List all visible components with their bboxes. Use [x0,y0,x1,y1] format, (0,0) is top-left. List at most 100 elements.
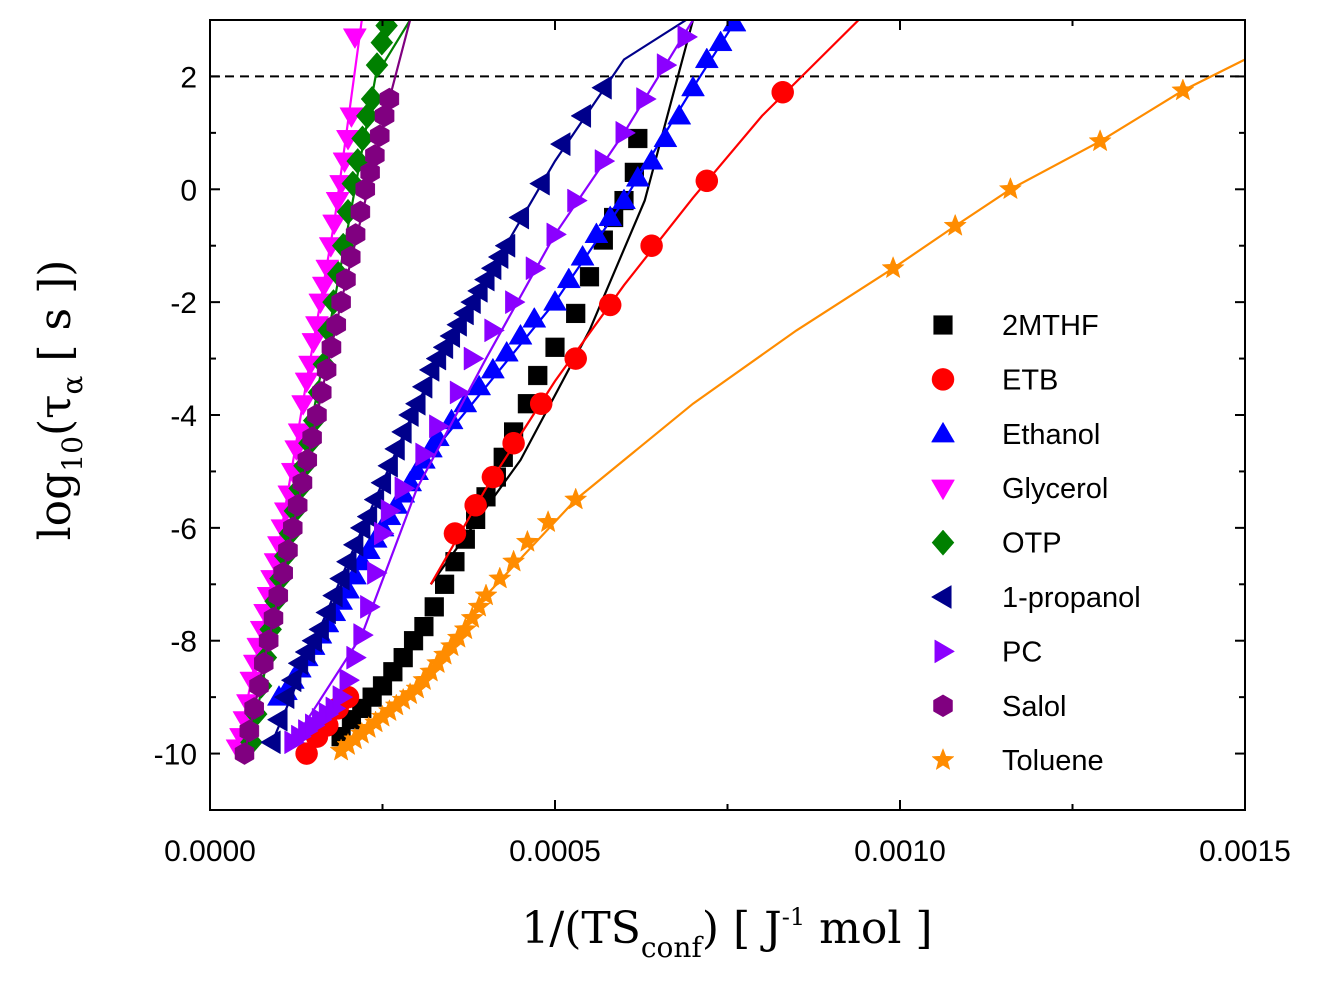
x-axis-title-sub: conf [641,931,705,964]
data-point-1-propanol [377,453,398,478]
y-tick-label: -4 [170,400,197,433]
legend: 2MTHF ETB Ethanol Glycerol OTP 1-propanol PC Sa… [931,310,1141,777]
data-point-ethanol [556,267,581,289]
legend-label-1-propanol: 1-propanol [1002,582,1141,614]
data-point-1-propanol [487,244,509,270]
legend-item-2mthf: 2MTHF [933,310,1099,342]
data-point-2mthf [435,574,455,594]
data-point-ethanol [508,323,533,345]
series-salol [234,20,412,765]
series-glycerol [225,20,367,760]
data-point-1-propanol [494,233,516,258]
data-point-glycerol [322,214,347,236]
data-point-toluene [536,510,560,533]
data-point-salol [345,223,366,246]
data-point-etb [695,169,719,193]
data-point-glycerol [301,333,326,354]
data-point-ethanol [612,188,636,210]
x-axis-title-main: 1/(TS [521,903,640,954]
data-point-etb [529,392,553,415]
data-point-salol [365,144,385,167]
data-point-1-propanol [418,357,440,382]
legend-item-etb: ETB [931,364,1058,396]
data-point-salol [273,561,293,585]
data-point-toluene [943,213,967,236]
data-point-salol [268,584,289,607]
data-point-1-propanol [384,436,405,461]
data-point-salol [297,448,318,472]
data-point-2mthf [414,617,434,637]
data-point-1-propanol [370,470,392,495]
data-point-pc [394,476,416,501]
data-point-2mthf [579,267,600,287]
data-point-otp [375,20,398,39]
data-point-1-propanol [301,628,323,653]
data-point-toluene [998,176,1023,200]
data-point-pc [374,521,395,546]
data-point-2mthf [393,648,413,668]
series-pc [284,20,699,755]
data-point-ethanol [625,165,650,187]
data-point-pc [636,87,657,111]
data-point-pc [615,120,636,145]
data-point-1-propanol [453,301,474,326]
data-point-1-propanol [460,290,481,315]
y-axis-title-sub2: α [56,376,89,395]
y-tick-label: -8 [170,626,197,659]
data-point-toluene [474,583,498,606]
data-point-etb [640,234,663,257]
data-point-salol [331,290,351,314]
y-tick-label: -6 [170,513,197,546]
data-point-2mthf [566,303,586,324]
plot-frame: 0.0000 0.0005 0.0010 0.0015 -10 -8 -6 -4 -2 0 2 [154,19,1291,868]
data-point-salol [239,719,260,743]
data-point-1-propanol [446,312,467,337]
data-point-salol [316,358,337,382]
data-point-etb [564,347,587,370]
legend-marker-glycerol [931,479,955,501]
data-point-otp [351,125,374,152]
data-point-salol [258,629,279,652]
data-point-pc [567,188,588,213]
data-point-etb [502,431,525,455]
data-point-glycerol [291,395,316,416]
data-point-ethanol [522,307,547,328]
data-point-ethanol [543,290,567,311]
legend-marker-ethanol [931,421,955,443]
data-point-salol [278,539,298,562]
data-point-1-propanol [404,391,426,416]
legend-marker-pc [934,639,955,664]
legend-item-toluene: Toluene [931,745,1104,777]
data-point-toluene [881,255,905,279]
data-point-1-propanol [363,487,385,512]
series-toluene [329,58,1245,761]
data-point-toluene [501,549,526,572]
data-point-ethanol [722,20,747,32]
x-tick-label: 0.0000 [164,835,256,868]
data-point-pc [367,561,388,585]
data-point-ethanol [598,205,623,227]
legend-marker-toluene [931,748,955,771]
data-point-salol [340,245,361,269]
data-point-pc [656,53,678,78]
data-point-salol [312,381,332,404]
data-point-etb [443,522,467,545]
data-point-ethanol [653,126,678,148]
data-point-ethanol [480,357,505,379]
data-point-salol [249,674,269,698]
data-point-2mthf [545,337,565,357]
data-point-salol [292,471,313,494]
data-point-1-propanol [349,515,371,540]
data-point-salol [374,104,395,128]
legend-marker-etb [931,368,955,391]
legend-label-etb: ETB [1002,364,1058,396]
data-point-1-propanol [529,171,550,196]
y-axis-title-mid: (τ [30,395,81,437]
data-point-glycerol [342,28,367,49]
legend-label-glycerol: Glycerol [1002,473,1108,505]
data-point-salol [283,516,303,540]
legend-label-ethanol: Ethanol [1002,419,1100,451]
x-axis-title-end: mol ] [805,903,932,954]
data-point-toluene [488,566,512,589]
